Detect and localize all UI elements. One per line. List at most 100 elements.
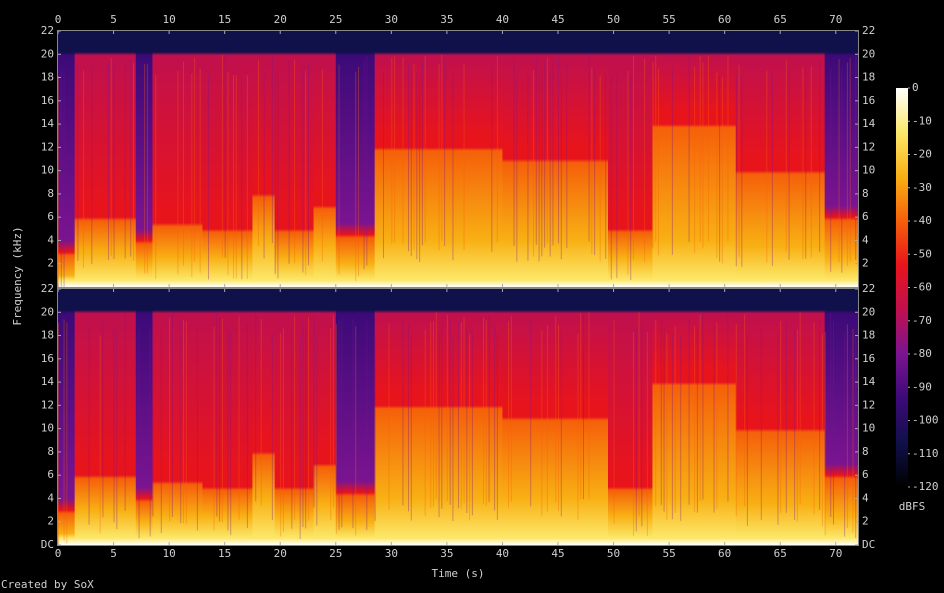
spectrogram-streak — [471, 329, 473, 516]
spectrogram-streak — [194, 57, 196, 262]
spectrogram-streak — [391, 57, 393, 244]
spectrogram-streak — [546, 325, 548, 512]
spectrogram-streak — [633, 332, 634, 536]
colorbar-tick-label: 0 — [912, 81, 919, 94]
spectrogram-streak — [224, 54, 226, 258]
spectrogram-streak — [299, 335, 301, 540]
y-tick-label-right: 10 — [862, 164, 875, 177]
colorbar-tick-label: -50 — [912, 247, 932, 260]
spectrogram-streak — [460, 322, 462, 509]
colorbar-tick-label: -110 — [912, 447, 939, 460]
spectrogram-streak — [830, 68, 832, 272]
y-tick-label-right: 12 — [862, 398, 875, 411]
credit: Created by SoX — [1, 578, 94, 591]
spectrogram-streak — [338, 320, 340, 531]
spectrogram-streak — [735, 74, 737, 267]
spectrogram-streak — [88, 326, 90, 525]
spectrogram-streak — [216, 312, 218, 517]
x-tick-label-top: 0 — [55, 13, 62, 26]
x-tick-label: 15 — [218, 547, 231, 560]
spectrogram-region — [502, 31, 609, 287]
spectrogram-streak — [352, 318, 354, 529]
spectrogram-streak — [560, 73, 562, 260]
spectrogram-streak — [708, 55, 709, 242]
spectrogram-streak — [191, 73, 193, 277]
spectrogram-streak — [716, 322, 718, 509]
x-tick-label: 50 — [607, 547, 620, 560]
spectrogram-streak — [780, 320, 782, 513]
spectrogram-streak — [688, 318, 690, 505]
panel-frame — [57, 30, 859, 288]
spectrogram-region — [135, 31, 153, 287]
spectrogram-streak — [544, 61, 546, 248]
y-tick-label: 20 — [41, 47, 54, 60]
spectrogram-streak — [330, 327, 332, 520]
y-tick-label: 6 — [47, 468, 54, 481]
spectrogram-streak — [208, 75, 209, 280]
spectrogram-streak — [821, 334, 823, 527]
spectrogram-region — [313, 289, 337, 545]
spectrogram-streak — [635, 327, 637, 532]
spectrogram-region — [202, 31, 253, 287]
spectrogram-streak — [308, 61, 309, 266]
spectrogram-streak — [660, 319, 662, 506]
spectrogram-region — [374, 289, 503, 545]
spectrogram-streak — [246, 324, 248, 529]
spectrogram-streak — [583, 312, 584, 500]
spectrogram-streak — [716, 72, 718, 259]
spectrogram-streak — [271, 56, 273, 244]
x-tick-label-top: 70 — [829, 13, 842, 26]
x-tick-label-top: 20 — [274, 13, 287, 26]
y-tick-label: 8 — [47, 187, 54, 200]
spectrogram-streak — [841, 69, 843, 273]
y-tick-label-right: 8 — [862, 187, 869, 200]
y-tick-label: 12 — [41, 398, 54, 411]
y-tick-label: 16 — [41, 352, 54, 365]
spectrogram-streak — [183, 61, 184, 266]
spectrogram-streak — [466, 326, 468, 513]
spectrogram-streak — [546, 57, 548, 244]
spectrogram-streak — [671, 68, 673, 255]
spectrogram-streak — [527, 74, 529, 261]
y-tick-label: 6 — [47, 210, 54, 223]
spectrogram-streak — [671, 333, 673, 520]
spectrogram-streak — [580, 312, 582, 500]
spectrogram-streak — [713, 326, 715, 513]
spectrogram-streak — [666, 333, 668, 520]
spectrogram-streak — [794, 327, 796, 520]
spectrogram-streak — [727, 55, 729, 242]
spectrogram-streak — [444, 59, 446, 246]
spectrogram-region — [274, 31, 315, 287]
spectrogram-streak — [263, 72, 265, 259]
spectrogram-streak — [169, 317, 171, 522]
spectrogram-streak — [246, 75, 248, 279]
spectrogram-streak — [421, 59, 423, 246]
spectrogram-streak — [438, 330, 440, 518]
spectrogram-streak — [785, 320, 787, 513]
spectrogram-region — [652, 31, 737, 287]
y-tick-label-right: 14 — [862, 375, 876, 388]
spectrogram-streak — [855, 56, 857, 261]
y-tick-label-right: 8 — [862, 445, 869, 458]
x-tick-label-top: 15 — [218, 13, 231, 26]
spectrogram-streak — [394, 56, 396, 243]
spectrogram-region — [58, 289, 76, 545]
spectrogram-streak — [688, 55, 690, 242]
spectrogram-streak — [363, 59, 365, 270]
spectrogram-streak — [799, 312, 801, 505]
spectrogram-streak — [552, 59, 554, 246]
spectrogram-streak — [221, 318, 223, 523]
colorbar-tick-label: -30 — [912, 181, 932, 194]
x-tick-label: 70 — [829, 547, 842, 560]
y-tick-label-right: DC — [862, 538, 875, 551]
spectrogram-streak — [785, 59, 787, 252]
spectrogram-streak — [463, 316, 465, 504]
spectrogram-streak — [338, 64, 340, 275]
x-tick-label: 35 — [440, 547, 453, 560]
spectrogram-streak — [638, 312, 640, 517]
spectrogram-streak — [819, 317, 821, 510]
y-tick-label: 4 — [47, 491, 54, 504]
spectrogram-region — [335, 31, 376, 287]
x-tick-label-top: 45 — [551, 13, 564, 26]
